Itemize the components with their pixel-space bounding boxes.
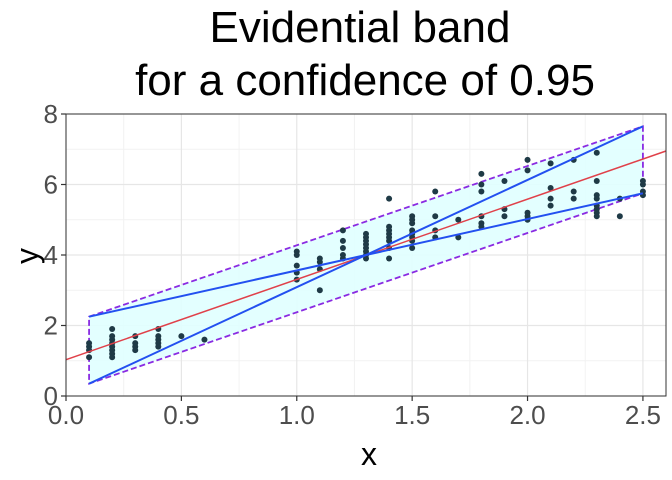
data-point xyxy=(293,252,300,258)
data-points xyxy=(86,149,646,361)
chart-title-line-2: for a confidence of 0.95 xyxy=(135,56,595,105)
data-point xyxy=(478,170,485,177)
y-tick-label: 0 xyxy=(44,381,58,411)
data-point xyxy=(593,195,600,202)
data-point xyxy=(409,220,416,227)
y-tick-label: 2 xyxy=(44,311,58,341)
y-tick-label: 6 xyxy=(44,170,58,200)
data-point xyxy=(547,202,554,209)
data-point xyxy=(178,333,185,340)
data-point xyxy=(547,195,554,202)
data-point xyxy=(455,234,462,241)
x-tick-label: 1.0 xyxy=(279,400,315,430)
data-point xyxy=(86,354,93,361)
data-point xyxy=(570,188,577,195)
data-point xyxy=(524,167,531,174)
data-point xyxy=(593,177,600,184)
data-point xyxy=(547,160,554,167)
axes: 0.0 0.5 1.0 1.5 2.0 2.5 0 2 4 6 8 xyxy=(44,99,661,430)
data-point xyxy=(570,195,577,202)
data-point xyxy=(386,255,393,262)
y-axis-title: y xyxy=(9,248,45,264)
data-point xyxy=(478,181,485,188)
data-point xyxy=(593,149,600,156)
data-point xyxy=(547,185,554,192)
data-point xyxy=(639,181,646,188)
data-point xyxy=(109,326,116,333)
data-point xyxy=(339,244,346,251)
x-tick-label: 0.0 xyxy=(48,400,84,430)
y-tick-label: 8 xyxy=(44,99,58,129)
x-tick-label: 0.5 xyxy=(163,400,199,430)
data-point xyxy=(201,336,208,343)
data-point xyxy=(363,255,369,262)
data-point xyxy=(316,287,323,294)
data-point xyxy=(478,188,485,195)
data-point xyxy=(432,188,439,195)
data-point xyxy=(524,156,531,163)
data-point xyxy=(386,237,393,244)
x-tick-label: 2.5 xyxy=(625,400,661,430)
data-point xyxy=(155,343,162,350)
data-point xyxy=(339,237,346,244)
data-point xyxy=(132,347,139,354)
data-point xyxy=(455,216,462,223)
x-tick-label: 2.0 xyxy=(509,400,545,430)
fit-lines xyxy=(65,125,667,385)
envelope-line xyxy=(88,125,644,385)
x-axis-title: x xyxy=(361,436,377,472)
data-point xyxy=(501,177,508,184)
data-point xyxy=(432,213,439,220)
chart-title-line-1: Evidential band xyxy=(210,3,511,52)
data-point xyxy=(293,262,300,269)
x-tick-label: 1.5 xyxy=(394,400,430,430)
data-point xyxy=(316,259,323,266)
data-point xyxy=(616,213,623,220)
data-point xyxy=(339,227,346,234)
data-point xyxy=(109,354,116,361)
data-point xyxy=(409,244,416,251)
data-point xyxy=(386,195,393,202)
data-point xyxy=(593,213,600,220)
data-point xyxy=(501,213,508,220)
y-tick-label: 4 xyxy=(44,240,58,270)
